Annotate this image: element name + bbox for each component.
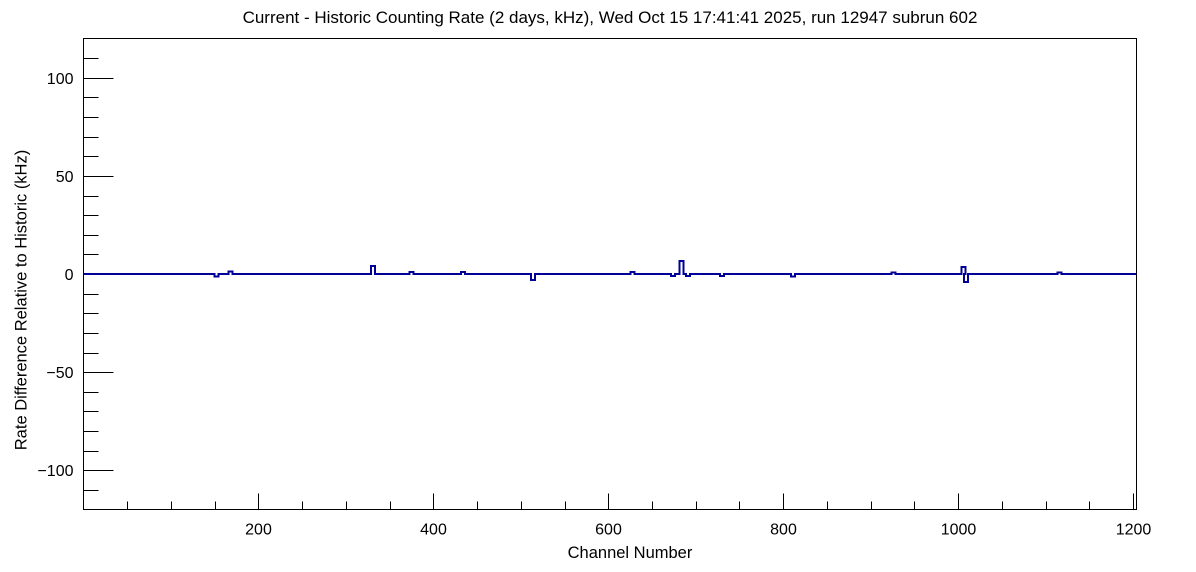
- x-tick-label: 800: [770, 522, 797, 539]
- x-axis-title: Channel Number: [567, 544, 693, 562]
- x-tick-label: 1200: [1116, 522, 1152, 539]
- x-tick-label: 200: [245, 522, 272, 539]
- y-tick-label: 100: [47, 71, 74, 88]
- x-tick-label: 1000: [941, 522, 977, 539]
- y-tick-label: −100: [37, 463, 73, 480]
- chart-title: Current - Historic Counting Rate (2 days…: [242, 8, 978, 27]
- x-tick-label: 600: [595, 522, 622, 539]
- y-tick-label: 0: [65, 267, 74, 284]
- y-tick-label: 50: [56, 169, 74, 186]
- data-series-line: [83, 260, 1137, 283]
- y-tick-label: −50: [46, 365, 73, 382]
- x-tick-label: 400: [420, 522, 447, 539]
